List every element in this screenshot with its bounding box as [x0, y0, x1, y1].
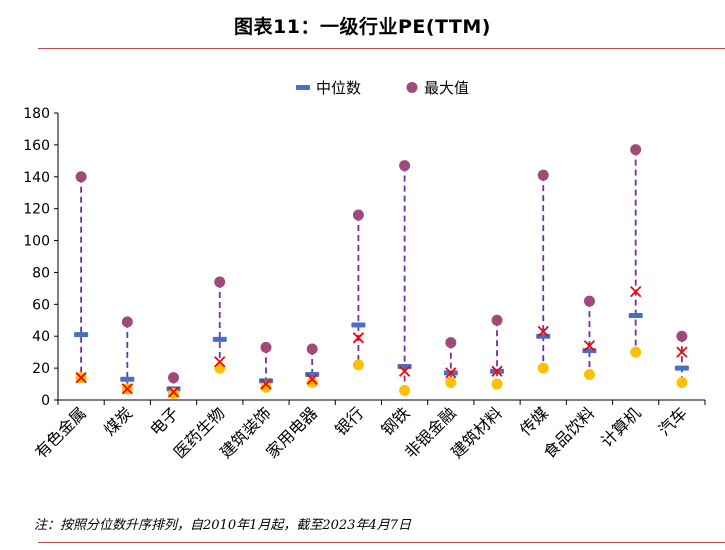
- max-point: [491, 314, 503, 326]
- min-point: [630, 346, 642, 358]
- median-marker: [74, 332, 89, 338]
- max-point: [260, 341, 272, 353]
- legend-median-label: 中位数: [316, 79, 361, 97]
- min-point: [260, 381, 272, 393]
- category-label: 家用电器: [262, 403, 321, 462]
- min-point: [399, 384, 411, 396]
- max-point: [583, 295, 595, 307]
- current-marker-stroke: [630, 285, 642, 298]
- median-marker: [351, 322, 366, 328]
- y-tick-label: 20: [32, 361, 50, 377]
- title-bar: 图表11：一级行业PE(TTM): [0, 0, 725, 44]
- current-marker-stroke: [167, 386, 180, 398]
- current-marker: [167, 386, 180, 398]
- y-tick-label: 140: [23, 170, 50, 186]
- current-marker-stroke: [491, 365, 503, 377]
- legend-max-label: 最大值: [424, 79, 469, 97]
- min-point: [306, 376, 318, 388]
- y-tick-label: 180: [23, 106, 50, 122]
- max-point: [676, 330, 688, 342]
- max-point: [399, 160, 411, 172]
- y-tick-label: 120: [23, 202, 50, 218]
- current-marker-stroke: [214, 356, 226, 368]
- current-marker: [491, 365, 503, 377]
- top-rule: [38, 48, 725, 49]
- current-marker-stroke: [306, 373, 318, 385]
- median-marker: [674, 365, 689, 371]
- median-marker: [628, 312, 643, 318]
- current-marker-stroke: [583, 340, 596, 352]
- current-marker: [583, 340, 596, 352]
- current-marker: [630, 285, 642, 298]
- category-label: 银行: [331, 403, 367, 439]
- min-point: [214, 362, 226, 374]
- axes: 0 20 40 60 80 100 120 140 160 180: [23, 106, 706, 409]
- range-lines: [80, 149, 683, 394]
- current-marker: [445, 367, 457, 379]
- legend-item-median: 中位数: [296, 79, 361, 97]
- current-marker-stroke: [121, 383, 133, 395]
- category-label: 计算机: [597, 403, 644, 450]
- current-marker: [260, 378, 272, 390]
- min-point: [491, 378, 503, 390]
- min-point: [445, 376, 457, 388]
- current-marker-stroke: [537, 325, 549, 338]
- legend-median-swatch: [296, 85, 310, 90]
- min-point: [676, 376, 688, 388]
- max-point: [352, 209, 364, 221]
- max-point: [306, 343, 318, 355]
- y-tick-label: 40: [32, 329, 50, 345]
- current-marker-stroke: [352, 332, 365, 344]
- data-marks: [74, 144, 689, 400]
- current-marker-stroke: [75, 372, 87, 384]
- chart-title: 图表11：一级行业PE(TTM): [234, 16, 491, 38]
- category-label: 建筑材料: [447, 403, 506, 462]
- y-tick-label: 100: [23, 234, 50, 250]
- bottom-rule: [38, 542, 725, 543]
- max-point: [121, 316, 133, 328]
- current-marker: [121, 383, 133, 395]
- min-point: [352, 359, 364, 371]
- category-label: 汽车: [655, 403, 691, 439]
- max-point: [630, 144, 642, 156]
- footnote: 注：按照分位数升序排列，自2010年1月起，截至2023年4月7日: [34, 518, 411, 533]
- min-point: [537, 362, 549, 374]
- y-tick-label: 160: [23, 138, 50, 154]
- y-tick-label: 80: [32, 265, 50, 281]
- current-marker-stroke: [398, 365, 411, 377]
- min-point: [583, 368, 595, 380]
- category-label: 传媒: [516, 403, 552, 439]
- current-marker: [352, 332, 365, 344]
- max-point: [75, 171, 87, 183]
- current-marker: [214, 356, 226, 368]
- current-marker-stroke: [260, 378, 272, 390]
- category-label: 电子: [146, 403, 182, 439]
- y-tick-label: 60: [32, 297, 50, 313]
- category-label: 煤炭: [100, 403, 136, 439]
- max-point: [214, 276, 226, 288]
- current-marker-stroke: [445, 367, 457, 379]
- current-marker: [398, 365, 411, 377]
- legend: 中位数 最大值: [296, 79, 469, 97]
- median-marker: [212, 336, 227, 342]
- current-marker: [537, 325, 549, 338]
- current-marker: [306, 373, 318, 385]
- legend-item-max: 最大值: [406, 79, 469, 97]
- category-label: 钢铁: [377, 403, 413, 439]
- category-label: 有色金属: [31, 403, 90, 462]
- legend-max-swatch: [406, 82, 418, 93]
- y-tick-label: 0: [41, 393, 50, 409]
- median-marker: [120, 376, 135, 382]
- max-point: [445, 337, 457, 349]
- min-point: [168, 388, 180, 400]
- current-marker: [75, 372, 87, 384]
- category-label: 食品饮料: [540, 403, 599, 462]
- current-marker-stroke: [676, 346, 688, 358]
- current-marker: [676, 346, 688, 358]
- max-point: [168, 372, 180, 384]
- max-point: [537, 169, 549, 181]
